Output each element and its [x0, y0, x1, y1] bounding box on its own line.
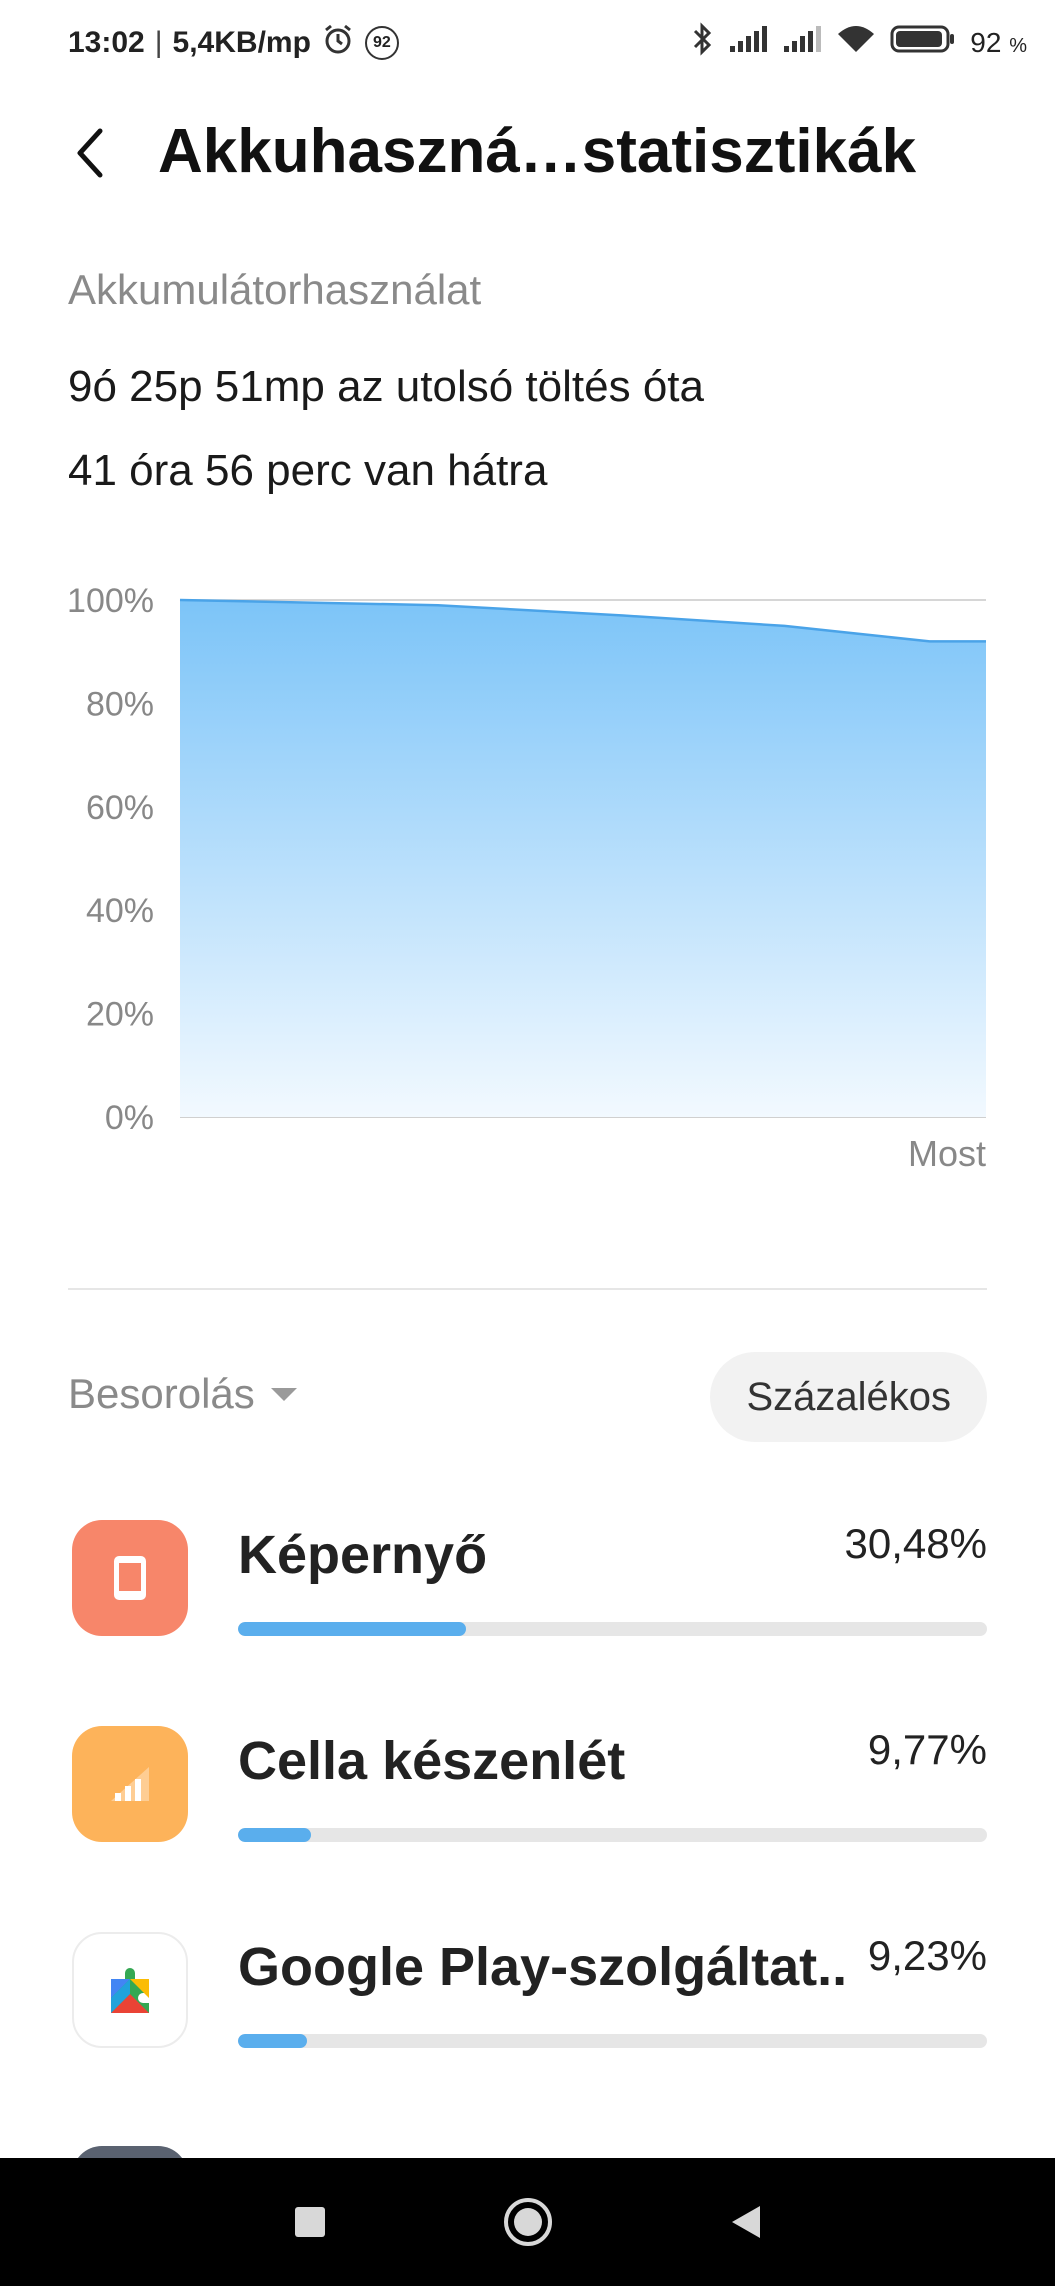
home-button[interactable]: [496, 2190, 560, 2254]
sort-dropdown[interactable]: Besorolás: [68, 1370, 297, 1418]
battery-percent: 92 %: [970, 27, 1027, 59]
list-item[interactable]: Cella készenlét 9,77%: [0, 1716, 1055, 1922]
usage-bar-track: [238, 1828, 987, 1842]
back-triangle-icon: [732, 2206, 760, 2238]
signal-icon-2: [782, 24, 822, 61]
y-tick-label: 20%: [86, 996, 154, 1034]
usage-bar-fill: [238, 1622, 467, 1636]
since-last-charge: 9ó 25p 51mp az utolsó töltés óta: [68, 362, 704, 411]
recents-button[interactable]: [278, 2190, 342, 2254]
dropdown-caret-icon: [270, 1387, 297, 1401]
time-remaining: 41 óra 56 perc van hátra: [68, 446, 548, 495]
notification-count-badge: 92: [364, 26, 399, 60]
sort-label: Besorolás: [68, 1370, 255, 1417]
section-label: Akkumulátorhasználat: [68, 266, 482, 313]
usage-bar-fill: [238, 1828, 312, 1842]
y-tick-label: 0%: [105, 1099, 154, 1137]
status-time: 13:02: [68, 26, 145, 59]
battery-chart: 100% 80% 60% 40% 20% 0% Most: [0, 560, 1055, 1180]
app-name: Képernyő: [238, 1525, 488, 1585]
network-speed: 5,4KB/mp: [172, 26, 311, 59]
app-percent: 30,48%: [844, 1520, 987, 1567]
battery-line: [179, 598, 986, 643]
battery-percent-unit: %: [1009, 34, 1027, 57]
app-name: Google Play-szolgáltat..: [238, 1937, 848, 1997]
list-item[interactable]: Képernyő 30,48%: [0, 1510, 1055, 1716]
y-tick-label: 60%: [86, 789, 154, 827]
battery-area: [180, 600, 986, 1117]
battery-icon: [890, 24, 956, 61]
x-axis-label-most: Most: [908, 1133, 986, 1174]
app-percent: 9,77%: [867, 1726, 987, 1773]
status-left: 13:02 | 5,4KB/mp 92: [68, 22, 399, 64]
y-tick-label: 40%: [86, 892, 154, 930]
divider: [68, 1288, 987, 1290]
app-header: Akkuhaszná…statisztikák: [0, 92, 1055, 212]
screen-icon: [72, 1520, 188, 1636]
recents-square-icon: [295, 2207, 325, 2237]
status-bar: 13:02 | 5,4KB/mp 92 92 %: [0, 0, 1055, 92]
back-arrow-icon: [77, 128, 103, 178]
wifi-icon: [836, 24, 876, 61]
usage-bar-fill: [238, 2034, 308, 2048]
usage-bar-track: [238, 2034, 987, 2048]
usage-bar-track: [238, 1622, 987, 1636]
y-tick-label: 80%: [86, 685, 154, 723]
battery-percent-value: 92: [970, 26, 1002, 58]
y-tick-label: 100%: [67, 582, 154, 620]
page-title: Akkuhaszná…statisztikák: [158, 117, 917, 186]
signal-icon: [728, 24, 768, 61]
list-item[interactable]: Google Play-szolgáltat.. 9,23%: [0, 1922, 1055, 2128]
bluetooth-icon: [692, 22, 714, 63]
alarm-icon: [321, 22, 355, 64]
percentage-mode-button[interactable]: Százalékos: [710, 1352, 987, 1442]
status-right: 92 %: [692, 22, 1027, 63]
app-percent: 9,23%: [867, 1932, 987, 1979]
back-button[interactable]: [60, 118, 120, 188]
app-name: Cella készenlét: [238, 1731, 626, 1791]
sort-row: Besorolás Százalékos: [0, 1350, 1055, 1444]
cell-signal-icon: [72, 1726, 188, 1842]
battery-chart-svg: 100% 80% 60% 40% 20% 0% Most: [67, 582, 986, 1174]
google-play-services-icon: [72, 1932, 188, 2048]
status-separator: |: [154, 26, 163, 59]
navigation-bar: [0, 2158, 1055, 2286]
back-nav-button[interactable]: [714, 2190, 778, 2254]
home-circle-icon: [504, 2198, 552, 2246]
